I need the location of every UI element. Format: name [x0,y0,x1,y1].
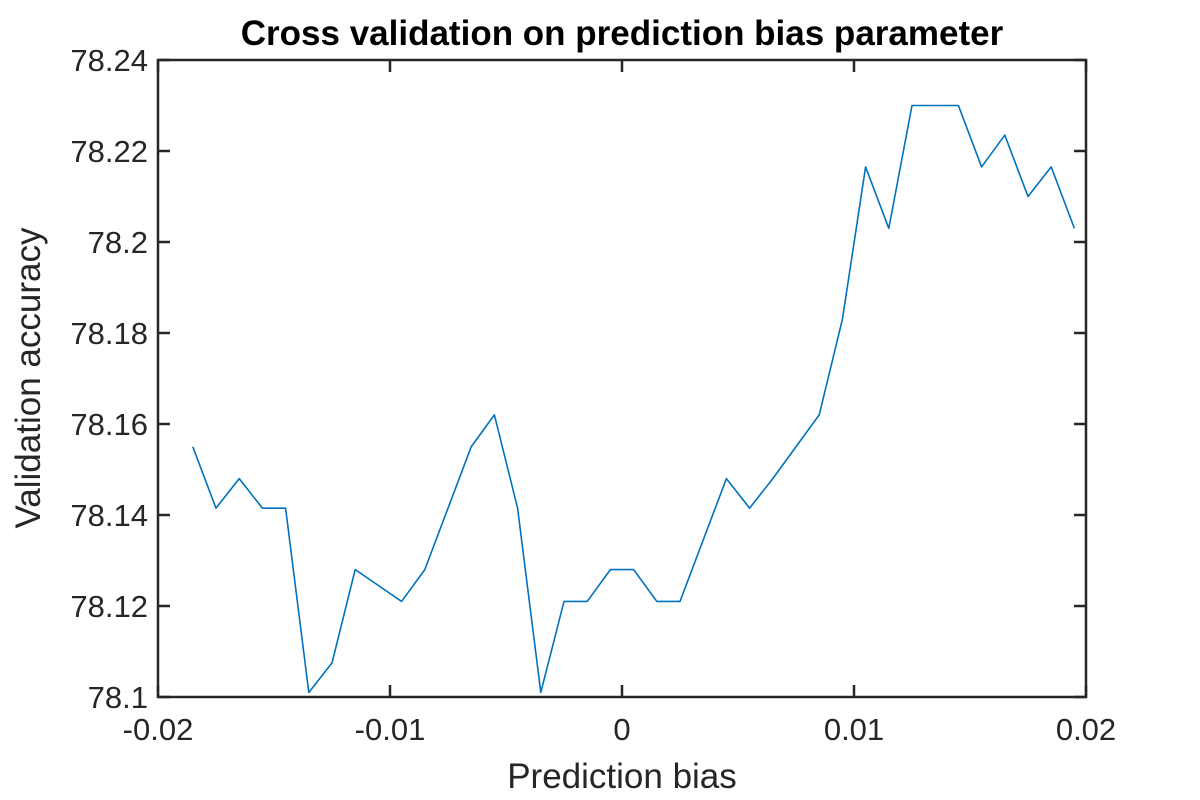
chart-title: Cross validation on prediction bias para… [241,14,1004,53]
y-tick-label: 78.12 [70,589,148,624]
x-tick-label: 0.02 [1056,712,1116,747]
x-tick-label: 0 [613,712,630,747]
data-series [192,104,1076,694]
x-tick-label: 0.01 [824,712,884,747]
y-axis-label: Validation accuracy [9,227,48,528]
y-tick-label: 78.2 [88,225,148,260]
series-line [192,104,1076,694]
y-tick-label: 78.14 [70,498,148,533]
x-tick-label: -0.01 [355,712,426,747]
x-tick-label: -0.02 [123,712,194,747]
y-axis-ticks: 78.1 78.12 78.14 78.16 78.18 78.2 78.22 78.24 [70,43,1086,715]
y-tick-label: 78.16 [70,407,148,442]
plot-background [158,60,1086,697]
x-axis-ticks: -0.02 -0.01 0 0.01 0.02 [123,60,1116,747]
plot-area [158,60,1086,697]
x-axis-label: Prediction bias [507,757,737,796]
y-tick-label: 78.24 [70,43,148,78]
y-tick-label: 78.22 [70,134,148,169]
y-tick-label: 78.18 [70,316,148,351]
y-tick-label: 78.1 [88,680,148,715]
